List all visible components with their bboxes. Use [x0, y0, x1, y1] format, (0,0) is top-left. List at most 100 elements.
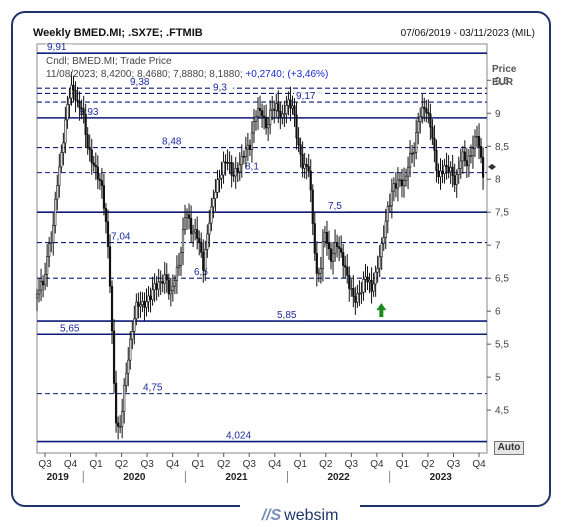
candle-body — [72, 84, 75, 91]
level-label-bg — [141, 384, 169, 393]
candle-body — [350, 288, 353, 290]
candle-body — [236, 168, 239, 173]
candle-body — [88, 147, 91, 151]
candle-body — [382, 237, 385, 244]
candle-body — [329, 248, 333, 262]
level-label: 5,85 — [277, 310, 297, 321]
candle-body — [224, 161, 227, 164]
candle-body — [212, 198, 215, 208]
candle-body — [283, 113, 286, 116]
candle-body — [425, 108, 428, 113]
x-quarter-label: Q1 — [192, 459, 206, 470]
candle-body — [151, 289, 154, 300]
candle-body — [92, 162, 95, 166]
websim-logo-mark: //S — [261, 507, 282, 524]
candle-body — [100, 180, 103, 186]
candle-body — [218, 177, 221, 181]
candle-body — [398, 179, 402, 182]
candle-body — [230, 162, 233, 176]
candle-body — [279, 110, 282, 118]
candle-body — [338, 246, 341, 249]
candle-body — [303, 163, 306, 169]
candle-body — [169, 290, 172, 295]
candle-body — [465, 160, 468, 167]
candle-body — [331, 252, 335, 262]
candle-body — [52, 225, 55, 243]
candle-body — [437, 170, 440, 178]
candle-body — [62, 142, 65, 153]
price-axis-header: Price EUR — [492, 63, 516, 89]
candle-body — [44, 273, 47, 286]
candle-body — [400, 179, 404, 186]
candle-body — [441, 170, 444, 175]
x-year-label: 2020 — [123, 472, 146, 483]
candle-body — [390, 190, 393, 206]
level-label-bg — [160, 138, 188, 147]
candle-body — [368, 279, 371, 283]
candle-body — [413, 151, 416, 155]
candle-body — [208, 222, 211, 235]
candle-body — [58, 166, 61, 186]
date-range: 07/06/2019 - 03/11/2023 (MIL) — [400, 28, 535, 39]
price-change: +0,2740; (+3,46%) — [245, 69, 329, 80]
x-quarter-label: Q3 — [140, 459, 154, 470]
candle-body — [39, 280, 43, 291]
candle-body — [226, 162, 229, 164]
candle-body — [408, 152, 412, 168]
candle-body — [457, 168, 460, 175]
candle-body — [159, 281, 162, 283]
candle-body — [147, 295, 150, 302]
candle-body — [475, 135, 479, 138]
candle-body — [254, 116, 258, 122]
candle-body — [104, 207, 108, 222]
candle-body — [386, 206, 389, 222]
candle-body — [287, 99, 290, 106]
level-label: 8,48 — [162, 137, 182, 148]
candle-body — [74, 89, 77, 101]
candle-body — [175, 267, 179, 282]
candle-body — [352, 288, 355, 297]
candle-body — [135, 301, 138, 320]
level-label-bg — [109, 233, 137, 242]
auto-scale-button[interactable]: Auto — [494, 441, 524, 455]
candle-body — [327, 243, 331, 250]
candle-body — [84, 114, 87, 135]
y-tick-label: 4,5 — [495, 406, 509, 417]
candle-body — [364, 276, 367, 280]
candle-body — [406, 166, 410, 177]
level-label-bg — [211, 84, 233, 93]
x-quarter-label: Q4 — [268, 459, 282, 470]
candle-body — [210, 206, 213, 224]
candle-body — [285, 105, 288, 115]
candle-body — [299, 144, 302, 155]
candle-body — [265, 117, 268, 129]
candle-body — [463, 151, 466, 161]
candle-body — [461, 151, 464, 162]
candle-body — [90, 149, 93, 164]
y-tick-label: 7 — [495, 241, 501, 252]
y-tick-label: 6,5 — [495, 274, 509, 285]
candle-body — [366, 276, 369, 283]
candle-body — [131, 331, 134, 340]
x-quarter-label: Q4 — [370, 459, 384, 470]
candle-body — [313, 223, 316, 254]
level-label: 9,91 — [47, 42, 67, 53]
candle-body — [190, 217, 193, 235]
candle-body — [76, 99, 79, 102]
candle-body — [346, 266, 349, 276]
candle-body — [325, 232, 329, 244]
candle-body — [256, 108, 260, 117]
level-label-bg — [128, 79, 156, 88]
candle-body — [281, 113, 284, 118]
candle-body — [356, 293, 359, 303]
candle-body — [214, 191, 217, 199]
candle-body — [469, 155, 473, 157]
candle-body — [372, 283, 375, 292]
y-tick-label: 5,5 — [495, 340, 509, 351]
candle-body — [96, 166, 99, 180]
candle-body — [307, 166, 310, 172]
candle-body — [252, 121, 256, 134]
candle-body — [155, 283, 158, 290]
y-tick-label: 8,5 — [495, 142, 509, 153]
